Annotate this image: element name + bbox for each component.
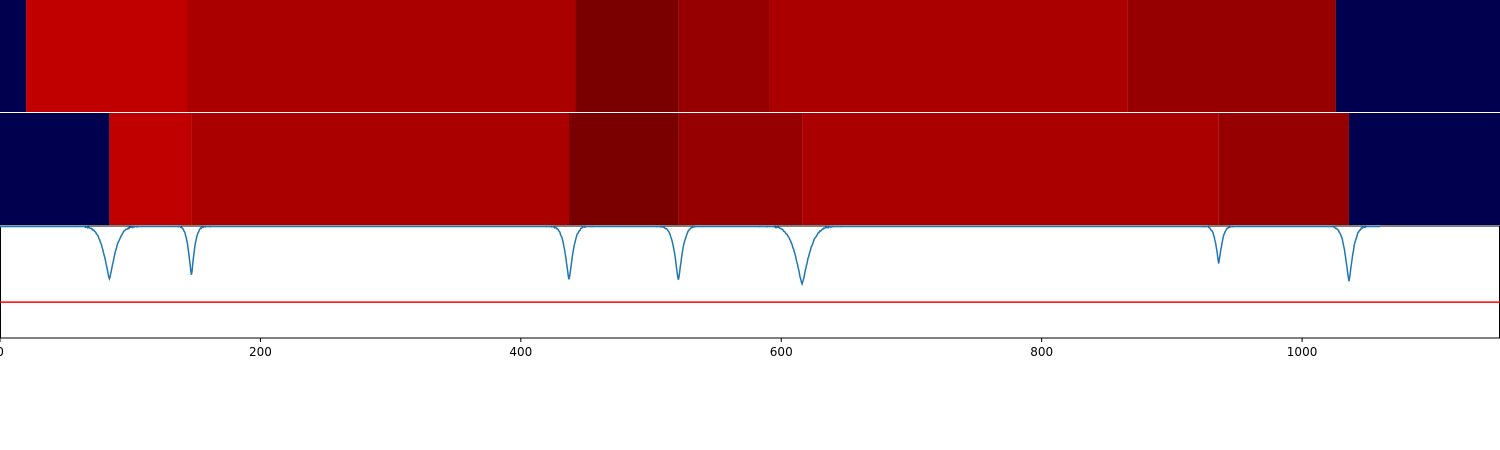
segment-1-4: [678, 113, 803, 225]
segment-0-4: [678, 0, 770, 112]
segment-row-0: [0, 0, 1500, 112]
segment-0-1: [26, 0, 188, 112]
x-tick-label-0: 0: [0, 345, 4, 359]
segment-0-0: [0, 0, 27, 112]
segment-1-6: [1218, 113, 1349, 225]
x-axis: 0 200 400 600 800 1000: [0, 338, 1317, 359]
segment-rows: [0, 0, 1500, 225]
segment-row-1: [0, 113, 1500, 225]
segment-1-0: [0, 113, 110, 225]
signal-panel-frame: [0, 225, 1500, 339]
segment-1-2: [191, 113, 570, 225]
segment-0-7: [1335, 0, 1500, 112]
x-tick-label-3: 600: [770, 345, 793, 359]
segment-1-7: [1348, 113, 1500, 225]
row-separator: [0, 112, 1500, 113]
segment-0-3: [575, 0, 679, 112]
segment-0-6: [1127, 0, 1336, 112]
x-tick-label-2: 400: [509, 345, 532, 359]
x-tick-label-4: 800: [1030, 345, 1053, 359]
signal-panel: [0, 225, 1500, 339]
x-tick-label-1: 200: [249, 345, 272, 359]
segment-0-5: [769, 0, 1128, 112]
signal-line: [0, 225, 1381, 287]
segment-1-3: [569, 113, 679, 225]
segment-1-5: [802, 113, 1219, 225]
x-tick-label-5: 1000: [1287, 345, 1318, 359]
segment-0-2: [187, 0, 576, 112]
segment-1-1: [109, 113, 192, 225]
